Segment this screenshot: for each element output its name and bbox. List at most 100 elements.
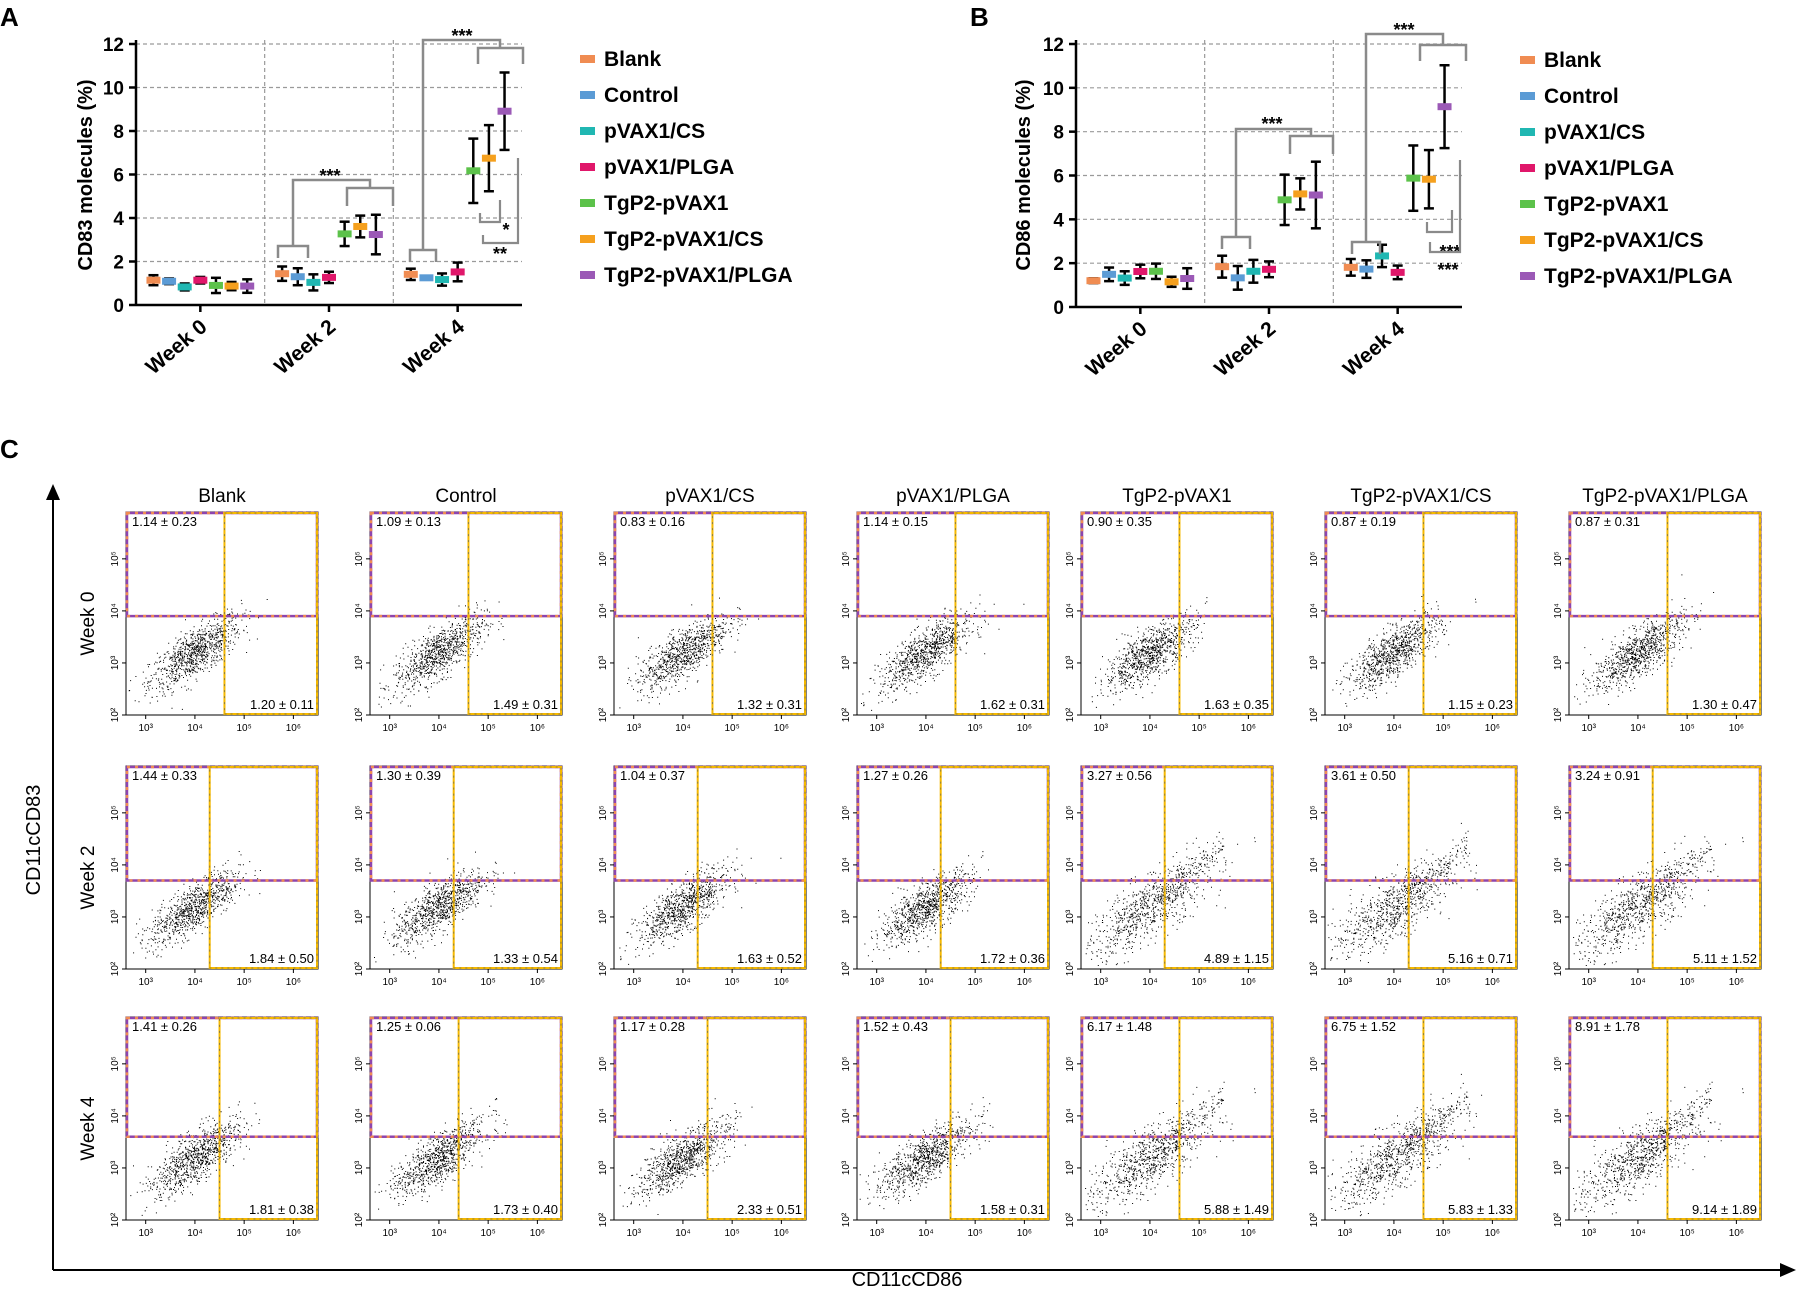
chart-c-gate-right (1178, 512, 1274, 715)
chart-c-xtick-label: 10⁵ (1192, 1228, 1207, 1239)
chart-c-column-title: Control (435, 486, 496, 507)
chart-c-ytick-label: 10⁴ (1309, 1108, 1320, 1123)
chart-c-ytick-label: 10³ (1065, 655, 1076, 670)
chart-c-gate-right-dash (697, 766, 806, 969)
chart-c-lower-right-value: 1.32 ± 0.31 (737, 697, 802, 712)
chart-c-ytick-label: 10² (354, 707, 365, 722)
chart-c-upper-left-value: 3.24 ± 0.91 (1575, 768, 1640, 783)
chart-c-scatter-dots (374, 1098, 508, 1210)
chart-b-mean-marker (1421, 175, 1436, 183)
chart-c-ytick-label: 10³ (110, 655, 121, 670)
chart-b-legend-label: pVAX1/CS (1544, 121, 1645, 144)
chart-c-lower-right-value: 2.33 ± 0.51 (737, 1202, 802, 1217)
chart-c-ytick-label: 10³ (354, 655, 365, 670)
chart-c-gate-right (1651, 766, 1761, 969)
chart-c-gate-right (1422, 1017, 1518, 1220)
chart-c-xtick-label: 10⁵ (1436, 723, 1451, 734)
chart-c-gate-upper-dash (1324, 1016, 1518, 1138)
chart-c-plot: 3.61 ± 0.50 5.16 ± 0.71 10³ 10⁴ 10⁵ 10⁶ 10² 10³… (1309, 765, 1518, 988)
chart-c-plot: 0.90 ± 0.35 1.63 ± 0.35 10³ 10⁴ 10⁵ 10⁶ 10² 10³… (1065, 511, 1274, 734)
chart-c-ytick-label: 10⁵ (354, 1056, 365, 1071)
chart-c-upper-left-value: 0.87 ± 0.31 (1575, 514, 1640, 529)
chart-c-lower-right-value: 1.15 ± 0.23 (1448, 697, 1513, 712)
chart-c-upper-left-value: 8.91 ± 1.78 (1575, 1019, 1640, 1034)
chart-b-mean-marker (1375, 252, 1390, 260)
chart-c-scatter-dots (619, 1098, 753, 1215)
chart-c-xtick-label: 10⁴ (187, 977, 202, 988)
chart-c-xtick-label: 10⁴ (187, 1228, 202, 1239)
chart-c-gate-upper-dash (1080, 765, 1274, 882)
chart-a-bracket (478, 200, 502, 224)
chart-c-ytick-label: 10⁵ (598, 551, 609, 566)
chart-c-ytick-label: 10⁵ (1065, 805, 1076, 820)
chart-c-xtick-label: 10⁶ (530, 1228, 545, 1239)
chart-c-ytick-label: 10⁵ (598, 1056, 609, 1071)
chart-b-legend-label: Blank (1544, 49, 1602, 72)
chart-c-ytick-label: 10⁵ (1553, 551, 1564, 566)
chart-c-gate-upper (369, 765, 563, 882)
chart-c-ytick-label: 10² (354, 1212, 365, 1227)
chart-b-mean-marker (1215, 263, 1230, 271)
chart-c-ytick-label: 10⁵ (110, 1056, 121, 1071)
chart-c-xtick-label: 10⁴ (431, 977, 446, 988)
chart-c-ytick-label: 10⁵ (1309, 1056, 1320, 1071)
chart-a-legend-label: pVAX1/CS (604, 120, 705, 143)
chart-c-ytick-label: 10⁴ (110, 857, 121, 872)
chart-c-xtick-label: 10⁶ (774, 723, 789, 734)
chart-c-gate-right (223, 512, 318, 715)
chart-a-mean-marker (208, 281, 223, 289)
chart-c-xtick-label: 10⁵ (725, 977, 740, 988)
chart-c-xtick-label: 10⁴ (1386, 1228, 1401, 1239)
chart-c-xtick-label: 10⁴ (1630, 977, 1645, 988)
chart-b-category-label: Week 2 (1210, 317, 1280, 381)
chart-c-plot: 6.17 ± 1.48 5.88 ± 1.49 10³ 10⁴ 10⁵ 10⁶ 10² 10³… (1065, 1016, 1274, 1239)
chart-c-xtick-label: 10⁵ (237, 977, 252, 988)
chart-c-gate-upper-dash (369, 765, 563, 882)
chart-a-mean-marker (450, 268, 465, 276)
chart-c-ytick-label: 10² (1553, 961, 1564, 976)
chart-a-legend-label: Blank (604, 48, 662, 71)
chart-b-mean-marker (1293, 190, 1308, 198)
chart-c-upper-left-value: 1.14 ± 0.23 (132, 514, 197, 529)
chart-c-scatter-dots (1573, 835, 1744, 966)
chart-c-lower-right-value: 1.62 ± 0.31 (980, 697, 1045, 712)
chart-c-upper-left-value: 1.44 ± 0.33 (132, 768, 197, 783)
chart-c-ytick-label: 10² (110, 707, 121, 722)
chart-b-category-label: Week 4 (1339, 317, 1409, 381)
chart-c-gate-right (208, 766, 318, 969)
chart-c-plot-frame (856, 511, 1050, 716)
chart-c-xtick-label: 10³ (626, 977, 641, 988)
chart-c-lower-right-value: 1.30 ± 0.47 (1692, 697, 1757, 712)
chart-c-ytick-label: 10² (1065, 707, 1076, 722)
chart-a-ytick-label: 8 (113, 122, 124, 143)
chart-b-significance: *** (1437, 260, 1458, 280)
chart-c-plot-frame (125, 511, 319, 716)
chart-b-ytick-label: 2 (1053, 254, 1064, 275)
chart-c-ytick-label: 10⁴ (598, 1108, 609, 1123)
chart-c-xtick-label: 10³ (869, 977, 884, 988)
chart-c-ytick-label: 10⁴ (1065, 857, 1076, 872)
chart-a-mean-marker (337, 230, 352, 238)
chart-c-scatter-dots (861, 594, 1025, 711)
chart-c-ytick-label: 10³ (1553, 655, 1564, 670)
chart-c-plot: 1.25 ± 0.06 1.73 ± 0.40 10³ 10⁴ 10⁵ 10⁶ 10² 10³… (354, 1016, 563, 1239)
chart-b-ytick-label: 8 (1053, 123, 1064, 144)
chart-b-mean-marker (1148, 267, 1163, 275)
chart-c-gate-upper (125, 765, 319, 882)
chart-c-xtick-label: 10³ (382, 1228, 397, 1239)
chart-c-gate-right-dash (940, 766, 1049, 969)
chart-c-gate-upper-dash (125, 1016, 319, 1138)
chart-b-mean-marker (1277, 196, 1292, 204)
chart-b-legend-label: TgP2-pVAX1/CS (1544, 229, 1703, 252)
chart-c-plot: 0.87 ± 0.31 1.30 ± 0.47 10³ 10⁴ 10⁵ 10⁶ 10² 10³… (1553, 511, 1762, 734)
chart-c-ytick-label: 10⁵ (841, 805, 852, 820)
chart-c-xtick-label: 10⁶ (1485, 723, 1500, 734)
chart-b-ytick-label: 10 (1043, 79, 1064, 100)
chart-c-gate-upper (1324, 1016, 1518, 1138)
chart-c-xtick-label: 10⁵ (725, 723, 740, 734)
chart-c-xtick-label: 10⁶ (1017, 723, 1032, 734)
chart-c-xtick-label: 10⁶ (1017, 977, 1032, 988)
chart-a-legend-label: pVAX1/PLGA (604, 156, 734, 179)
chart-a-mean-marker (353, 222, 368, 230)
chart-c-xtick-label: 10⁵ (1680, 977, 1695, 988)
